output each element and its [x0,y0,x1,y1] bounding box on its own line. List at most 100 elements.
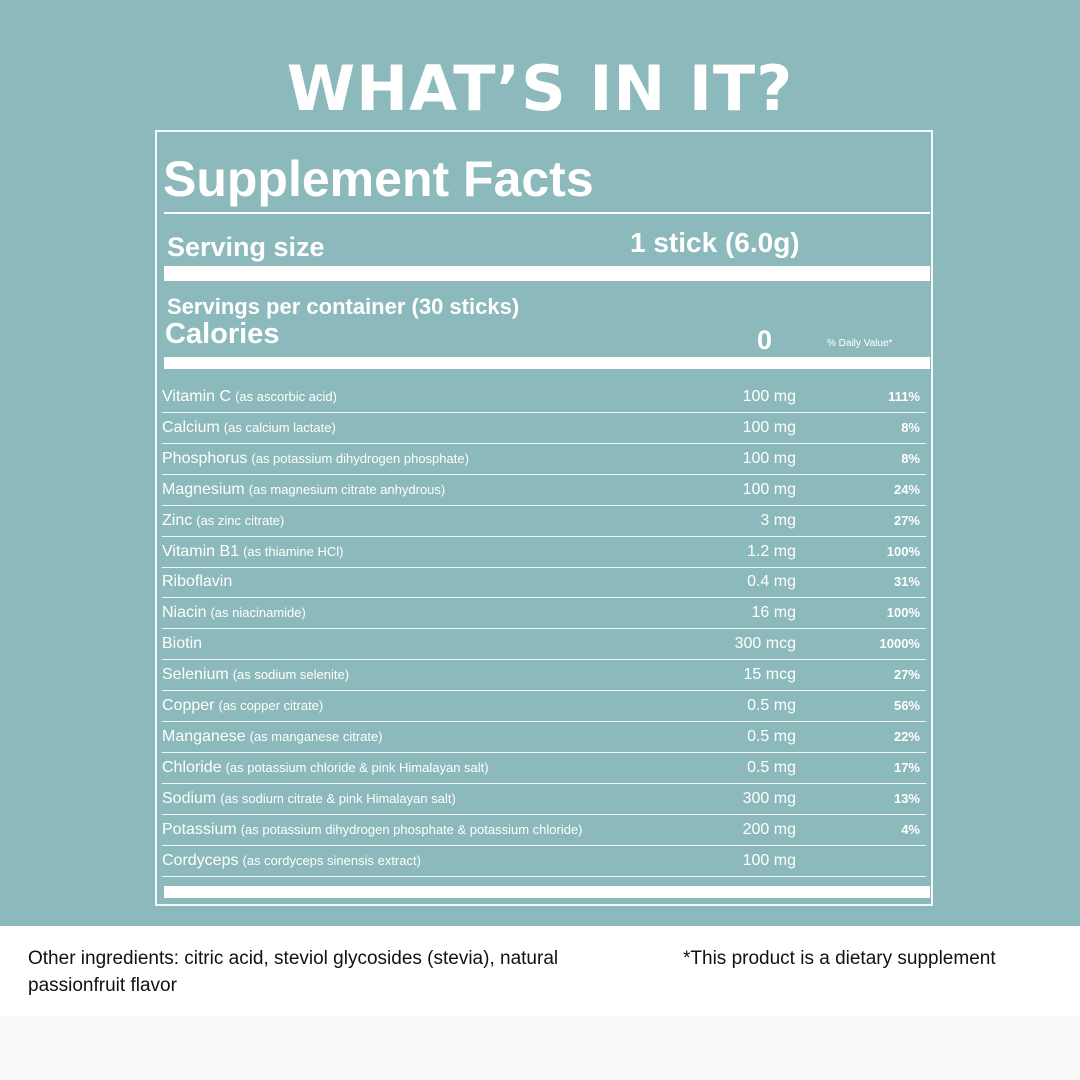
nutrient-daily-value: 111% [888,389,920,404]
nutrient-name: Phosphorus [162,449,248,467]
nutrient-source: (as niacinamide) [210,605,306,621]
nutrient-row: Sodium (as sodium citrate & pink Himalaya… [162,784,926,815]
nutrient-source: (as sodium citrate & pink Himalayan salt… [220,790,456,806]
nutrient-name: Selenium [162,666,229,684]
nutrient-row: Biotin 300 mcg 1000% [162,629,926,661]
nutrient-source: (as magnesium citrate anhydrous) [248,481,446,497]
nutrient-daily-value: 31% [893,574,920,590]
nutrient-source: (as manganese citrate) [249,728,383,744]
nutrient-row: Cordyceps (as cordyceps sinensis extract)… [162,846,926,877]
nutrient-daily-value: 24% [893,481,920,497]
nutrient-source: (as potassium dihydrogen phosphate & pot… [240,821,583,837]
nutrient-cell: Calcium (as calcium lactate) [162,419,336,437]
nutrient-cell: Sodium (as sodium citrate & pink Himalaya… [162,790,456,808]
nutrient-name: Copper [162,697,215,714]
nutrient-source: (as potassium chloride & pink Himalayan … [225,759,489,775]
nutrient-row: Niacin (as niacinamide) 16 mg 100% [162,598,926,630]
nutrient-row: Vitamin B1 (as thiamine HCl) 1.2 mg 100% [162,537,926,568]
nutrient-source: (as sodium selenite) [232,667,350,683]
nutrient-daily-value: 100% [886,605,920,621]
nutrient-name: Manganese [162,727,246,745]
nutrient-cell: Zinc (as zinc citrate) [162,512,284,530]
nutrient-amount: 300 mg [742,789,796,807]
nutrient-source: (as zinc citrate) [196,512,285,528]
serving-size-value: 1 stick (6.0g) [630,227,800,258]
nutrient-cell: Vitamin C (as ascorbic acid) [162,388,337,406]
divider [164,886,930,898]
nutrient-name: Vitamin C [162,388,232,405]
nutrient-daily-value: 17% [893,759,920,775]
nutrient-amount: 0.5 mg [747,758,796,776]
nutrient-daily-value: 27% [893,512,920,528]
other-ingredients: Other ingredients: citric acid, steviol … [28,948,559,996]
nutrient-daily-value: 8% [901,419,920,435]
divider [164,266,930,281]
nutrient-cell: Cordyceps (as cordyceps sinensis extract) [162,852,421,870]
nutrient-amount: 100 mg [742,851,796,869]
panel-title: Supplement Facts [163,151,594,207]
nutrient-name: Vitamin B1 [162,542,240,560]
nutrient-name: Niacin [162,604,207,622]
nutrient-daily-value: 22% [893,728,920,744]
nutrient-source: (as cordyceps sinensis extract) [242,852,421,868]
nutrient-amount: 100 mg [742,449,796,467]
nutrient-amount: 0.5 mg [747,727,796,745]
disclaimer: *This product is a dietary supplement [683,948,996,969]
nutrient-source: (as potassium dihydrogen phosphate) [251,450,469,466]
nutrient-cell: Chloride (as potassium chloride & pink Hi… [162,759,489,777]
calories-label: Calories [165,318,280,350]
nutrient-amount: 1.2 mg [747,542,796,560]
nutrient-daily-value: 56% [893,698,920,713]
nutrient-row: Potassium (as potassium dihydrogen phosph… [162,815,926,846]
nutrient-cell: Biotin [162,635,202,653]
nutrient-amount: 15 mcg [743,666,796,684]
serving-size-label: Serving size [167,232,325,262]
nutrient-cell: Selenium (as sodium selenite) [162,666,349,684]
nutrient-cell: Magnesium (as magnesium citrate anhydrous… [162,481,445,499]
nutrient-row: Chloride (as potassium chloride & pink Hi… [162,753,926,784]
nutrient-row: Vitamin C (as ascorbic acid) 100 mg 111% [162,382,926,413]
nutrient-daily-value: 27% [893,667,920,683]
nutrient-name: Sodium [162,789,217,807]
divider [164,212,930,214]
nutrient-row: Manganese (as manganese citrate) 0.5 mg 22% [162,722,926,753]
nutrient-cell: Niacin (as niacinamide) [162,604,306,622]
nutrient-name: Chloride [162,758,222,776]
nutrient-source: (as ascorbic acid) [235,389,337,404]
footer-background [0,926,1080,1016]
nutrient-amount: 0.5 mg [747,697,796,714]
nutrient-amount: 0.4 mg [747,573,796,591]
nutrient-daily-value: 4% [901,821,920,837]
nutrient-name: Cordyceps [162,851,239,869]
nutrient-row: Zinc (as zinc citrate) 3 mg 27% [162,506,926,537]
nutrient-name: Magnesium [162,480,245,498]
servings-per-container: Servings per container (30 sticks) [167,294,520,319]
nutrient-row: Phosphorus (as potassium dihydrogen phosp… [162,444,926,475]
supplement-panel: Supplement Facts Serving size 1 stick (6… [155,130,933,906]
nutrient-row: Magnesium (as magnesium citrate anhydrous… [162,475,926,506]
nutrient-name: Potassium [162,820,237,838]
divider [164,357,930,369]
nutrient-row: Calcium (as calcium lactate) 100 mg 8% [162,413,926,444]
nutrient-row: Copper (as copper citrate) 0.5 mg 56% [162,691,926,722]
nutrient-cell: Manganese (as manganese citrate) [162,728,383,746]
nutrient-source: (as thiamine HCl) [243,543,344,559]
nutrient-amount: 100 mg [742,480,796,498]
nutrient-cell: Riboflavin [162,573,232,591]
background [0,0,1080,926]
nutrient-name: Zinc [162,511,193,529]
nutrient-source: (as copper citrate) [218,698,324,713]
daily-value-header: % Daily Value* [827,338,893,349]
nutrient-amount: 100 mg [742,388,796,405]
nutrient-amount: 200 mg [742,820,796,838]
nutrient-cell: Vitamin B1 (as thiamine HCl) [162,543,344,561]
nutrient-daily-value: 1000% [879,636,920,652]
nutrient-amount: 3 mg [760,511,796,529]
nutrient-cell: Phosphorus (as potassium dihydrogen phosp… [162,450,469,468]
nutrient-row: Riboflavin 0.4 mg 31% [162,567,926,599]
nutrient-source: (as calcium lactate) [223,419,336,435]
nutrient-row: Selenium (as sodium selenite) 15 mcg 27% [162,660,926,692]
nutrient-amount: 100 mg [742,418,796,436]
nutrient-amount: 16 mg [751,604,796,622]
